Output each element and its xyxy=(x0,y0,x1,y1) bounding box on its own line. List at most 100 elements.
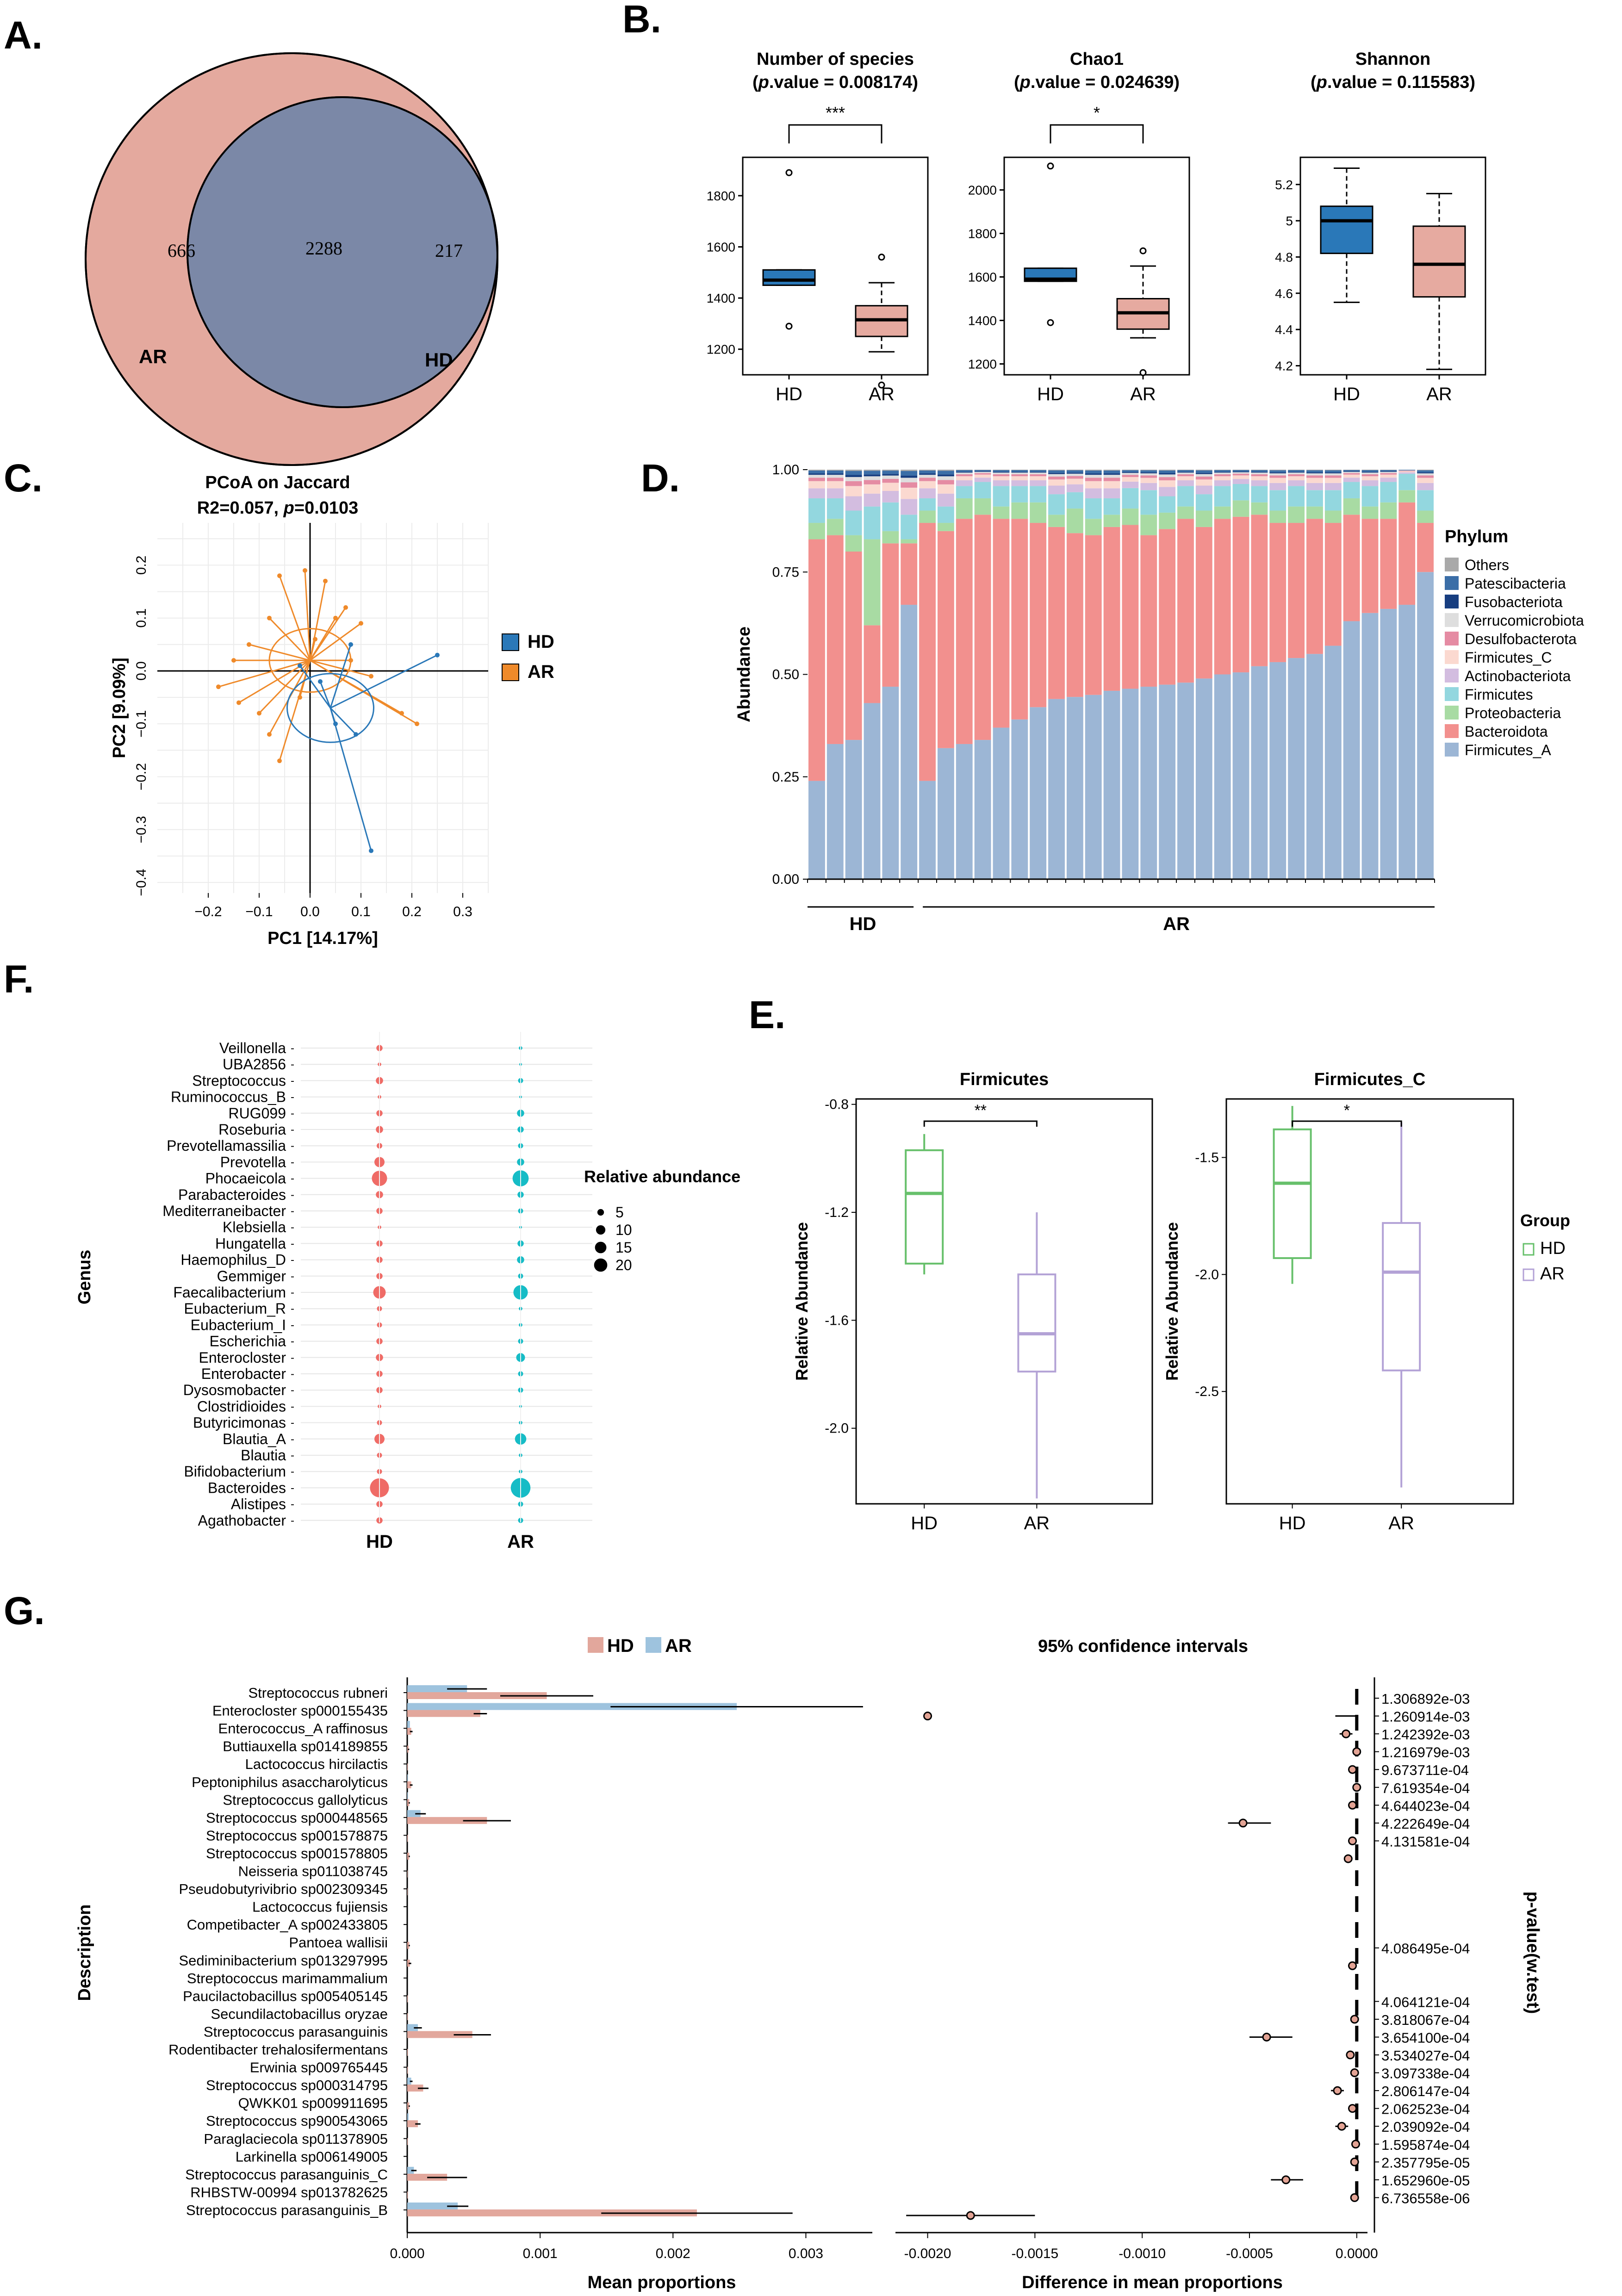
plot-frame xyxy=(1003,156,1190,376)
stack-segment-Firmicutes xyxy=(1195,494,1212,511)
box-AR xyxy=(1382,1222,1421,1371)
stack-segment-Patescibacteria xyxy=(1251,470,1268,472)
stack-segment-Actinobacteriota xyxy=(1066,484,1083,492)
panel-label-g: G. xyxy=(4,1589,45,1632)
x-tick-label: 0.001 xyxy=(523,2246,558,2261)
x-axis-label-left: Mean proportions xyxy=(588,2273,736,2292)
x-tick-label: 0.002 xyxy=(656,2246,690,2261)
tick-mark: - xyxy=(291,1042,294,1055)
y-tick-label: 0.50 xyxy=(772,667,799,683)
stack-segment-Fusobacteriota xyxy=(1251,472,1268,473)
stack-segment-Fusobacteriota xyxy=(1011,472,1028,473)
genus-label: Blautia xyxy=(241,1447,286,1464)
stack-segment-Fusobacteriota xyxy=(1159,473,1176,475)
stack-segment-Desulfobacterota xyxy=(1324,475,1342,478)
outlier-point xyxy=(785,169,793,176)
stack-segment-Verrucomicrobiota xyxy=(974,472,991,473)
x-tick-label: HD xyxy=(1333,384,1360,404)
p-value-label: 1.595874e-04 xyxy=(1381,2137,1470,2153)
pcoa-subtitle: R2=0.057, p=0.0103 xyxy=(197,498,359,518)
sample-point-AR xyxy=(257,711,261,716)
stack-segment-Verrucomicrobiota xyxy=(1159,474,1176,478)
stack-segment-Firmicutes_C xyxy=(1177,476,1194,481)
panel-label-c: C. xyxy=(4,456,43,500)
species-label: Secundilactobacillus oryzae xyxy=(211,2006,388,2022)
stack-segment-Bacteroidota xyxy=(827,535,844,744)
genus-label: Escherichia xyxy=(210,1333,286,1350)
stack-segment-Bacteroidota xyxy=(1251,515,1268,666)
x-tick-label: AR xyxy=(1024,1513,1050,1533)
diff-point xyxy=(1351,2140,1360,2149)
phylum-stacked-bar-panel: 0.00 0.25 0.50 0.75 1.00 Abundance HD AR Phylum O… xyxy=(734,462,1584,934)
stack-segment-Bacteroidota xyxy=(1177,519,1194,683)
y-tick-label: 4.6 xyxy=(1275,286,1293,301)
stack-segment-Firmicutes xyxy=(1122,488,1139,509)
y-axis-label-right: p-value(w.test) xyxy=(1523,1892,1542,2014)
bar-AR xyxy=(407,2024,418,2031)
sample-point-AR xyxy=(323,578,328,583)
stack-segment-Bacteroidota xyxy=(1343,515,1360,621)
stack-segment-Proteobacteria xyxy=(1361,506,1379,519)
tick-mark: - xyxy=(291,1335,294,1348)
genus-label: Faecalibacterium xyxy=(173,1284,286,1301)
bar-HD xyxy=(407,1995,408,2003)
stack-segment-Proteobacteria xyxy=(1269,510,1286,523)
stack-segment-Proteobacteria xyxy=(1085,519,1102,535)
stack-segment-Actinobacteriota xyxy=(1232,479,1249,484)
stack-segment-Others xyxy=(1195,470,1212,471)
stack-segment-Verrucomicrobiota xyxy=(864,476,881,480)
stack-segment-Firmicutes xyxy=(1177,486,1194,507)
panel-label-a: A. xyxy=(4,13,43,57)
bar-HD xyxy=(407,1942,410,1949)
x-tick-label: HD xyxy=(911,1513,938,1533)
x-tick-label: HD xyxy=(1279,1513,1306,1533)
tick-mark: - xyxy=(291,1384,294,1396)
stack-segment-Fusobacteriota xyxy=(1103,473,1120,475)
stack-segment-Desulfobacterota xyxy=(1048,476,1065,480)
spider-line xyxy=(268,617,311,661)
stack-segment-Actinobacteriota xyxy=(1085,488,1102,498)
spider-line xyxy=(329,707,336,724)
y-tick-label: 5 xyxy=(1286,214,1293,228)
stack-segment-Firmicutes_A xyxy=(1380,608,1397,879)
stack-segment-Fusobacteriota xyxy=(993,472,1010,473)
p-value-label: 1.652960e-05 xyxy=(1381,2172,1470,2189)
bar-HD xyxy=(407,1728,411,1735)
panel-label-f: F. xyxy=(4,957,34,1001)
stack-segment-Verrucomicrobiota xyxy=(956,472,973,474)
stack-segment-Firmicutes xyxy=(956,486,973,498)
p-value-label: 4.064121e-04 xyxy=(1381,1994,1470,2010)
genus-label: Hungatella xyxy=(215,1235,286,1252)
stack-segment-Actinobacteriota xyxy=(845,496,862,511)
stack-segment-Fusobacteriota xyxy=(1085,473,1102,475)
stack-segment-Firmicutes_C xyxy=(827,481,844,489)
stack-segment-Fusobacteriota xyxy=(882,474,899,476)
legend-label: Firmicutes_C xyxy=(1465,649,1552,666)
species-label: Neisseria sp011038745 xyxy=(238,1863,388,1880)
stack-segment-Verrucomicrobiota xyxy=(808,475,825,478)
stack-segment-Others xyxy=(845,470,862,471)
stack-segment-Fusobacteriota xyxy=(1030,472,1047,473)
sample-point-AR xyxy=(333,615,338,621)
stack-segment-Fusobacteriota xyxy=(1417,472,1434,473)
x-tick-label: 0.1 xyxy=(351,904,371,919)
box-AR xyxy=(1412,225,1466,298)
diff-point xyxy=(966,2211,975,2220)
stack-segment-Patescibacteria xyxy=(1195,470,1212,473)
spider-line xyxy=(309,617,336,661)
genus-label: Haemophilus_D xyxy=(180,1252,286,1268)
stack-segment-Fusobacteriota xyxy=(1177,472,1194,473)
species-label: Rodentibacter trehalosifermentans xyxy=(168,2042,388,2058)
spider-line xyxy=(319,681,331,708)
ci-title: 95% confidence intervals xyxy=(1038,1637,1248,1656)
significance-bracket xyxy=(788,124,882,143)
stack-segment-Patescibacteria xyxy=(1214,470,1231,472)
p-value-label: 4.222649e-04 xyxy=(1381,1816,1470,1832)
tick-mark: - xyxy=(291,1319,294,1331)
species-label: RHBSTW-00994 sp013782625 xyxy=(190,2184,388,2200)
tick-mark: - xyxy=(291,1400,294,1413)
tick-mark: - xyxy=(291,1514,294,1527)
stack-segment-Patescibacteria xyxy=(1417,470,1434,472)
stack-segment-Firmicutes xyxy=(1251,486,1268,503)
spider-line xyxy=(330,654,438,709)
